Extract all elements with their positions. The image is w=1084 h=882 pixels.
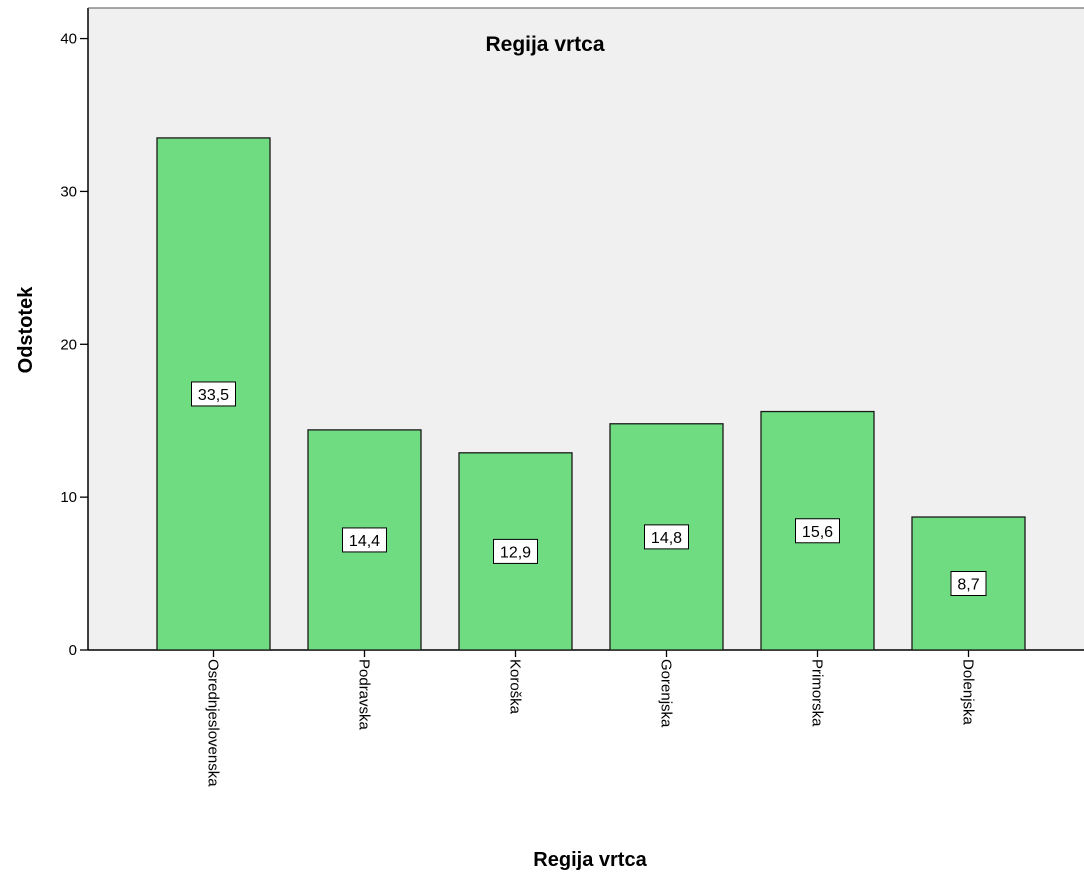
data-label-box: [493, 538, 538, 564]
data-label-text: 33,5: [198, 387, 229, 404]
y-tick-label: 10: [60, 489, 77, 506]
x-tick-label: Koroška: [507, 659, 524, 715]
data-label: 15,6: [795, 518, 840, 544]
chart-title: Regija vrtca: [485, 33, 604, 56]
x-tick-label: Primorska: [809, 659, 826, 727]
x-axis: Osrednjeslovenska Podravska Koroška Gorenjs…: [205, 650, 977, 787]
y-tick-label: 0: [69, 642, 77, 659]
data-label: 8,7: [950, 571, 987, 597]
data-label-text: 8,7: [957, 577, 979, 594]
data-label: 14,8: [644, 524, 689, 550]
x-tick-label: Dolenjska: [960, 659, 977, 726]
data-label-text: 15,6: [802, 524, 833, 541]
data-label-box: [342, 527, 387, 553]
y-tick-label: 30: [60, 183, 77, 200]
data-label: 33,5: [191, 381, 236, 407]
data-label-text: 14,8: [651, 530, 682, 547]
data-labels-group: 33,5 14,4 12,9 14,8 15,6 8,7: [191, 381, 987, 597]
data-label: 14,4: [342, 527, 387, 553]
data-label-box: [644, 524, 689, 550]
data-label-box: [191, 381, 236, 407]
data-label-box: [950, 571, 987, 597]
x-tick-label: Osrednjeslovenska: [205, 659, 222, 787]
x-tick-label: Gorenjska: [658, 659, 675, 728]
y-tick-label: 20: [60, 336, 77, 353]
y-tick-label: 40: [60, 31, 77, 48]
data-label-text: 14,4: [349, 533, 380, 550]
data-label: 12,9: [493, 538, 538, 564]
x-tick-label: Podravska: [356, 659, 373, 731]
data-label-text: 12,9: [500, 544, 531, 561]
y-axis: 0 10 20 30 40: [60, 31, 88, 659]
y-axis-title: Odstotek: [15, 286, 37, 374]
data-label-box: [795, 518, 840, 544]
x-axis-title: Regija vrtca: [533, 849, 647, 871]
